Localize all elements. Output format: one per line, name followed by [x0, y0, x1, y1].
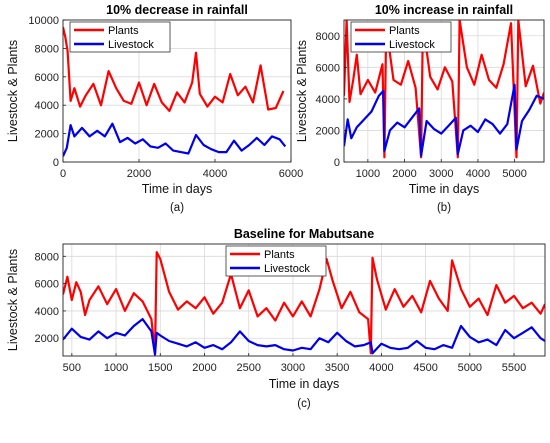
legend-label-livestock: Livestock — [108, 39, 154, 51]
x-tick-label: 2000 — [392, 168, 416, 180]
legend-box — [69, 21, 171, 53]
y-tick-label: 2000 — [35, 129, 59, 141]
legend-label-plants: Plants — [264, 249, 295, 261]
y-tick-label: 4000 — [35, 100, 59, 112]
chart-title: Baseline for Mabutsane — [234, 227, 374, 241]
y-tick-label: 10000 — [28, 15, 59, 27]
legend-label-plants: Plants — [389, 25, 420, 37]
y-tick-label: 6000 — [35, 72, 59, 84]
x-axis-label: Time in days — [269, 377, 339, 391]
x-tick-label: 6000 — [279, 168, 303, 180]
chart-title: 10% increase in rainfall — [375, 3, 513, 17]
y-tick-label: 4000 — [316, 94, 340, 106]
x-tick-label: 2000 — [192, 362, 216, 374]
y-tick-label: 4000 — [35, 306, 59, 318]
chart-title: 10% decrease in rainfall — [106, 3, 248, 17]
x-tick-label: 4000 — [369, 362, 393, 374]
axes-frame — [343, 19, 545, 163]
x-tick-label: 1500 — [148, 362, 172, 374]
axes-frame — [62, 243, 546, 357]
x-tick-label: 3500 — [325, 362, 349, 374]
panel-caption: (a) — [170, 202, 184, 214]
x-tick-label: 3000 — [429, 168, 453, 180]
legend-label-plants: Plants — [108, 25, 139, 37]
axes-frame — [62, 19, 292, 163]
x-tick-label: 500 — [63, 362, 81, 374]
y-tick-label: 2000 — [316, 125, 340, 137]
legend-label-livestock: Livestock — [264, 263, 310, 275]
x-tick-label: 5000 — [502, 168, 526, 180]
series-line-plants — [344, 20, 544, 159]
series-line-livestock — [344, 83, 544, 157]
legend-box — [350, 21, 452, 53]
y-tick-label: 8000 — [35, 43, 59, 55]
x-tick-label: 1000 — [356, 168, 380, 180]
x-tick-label: 1000 — [104, 362, 128, 374]
x-tick-label: 0 — [60, 168, 66, 180]
x-tick-label: 2500 — [236, 362, 260, 374]
legend: Plants Livestock — [225, 245, 327, 277]
chart-panel-3: 500 1000 1500 2000 2500 3000 3500 4000 4500 5000 5… — [6, 227, 546, 410]
legend: Plants Livestock — [69, 21, 171, 53]
chart-panel-1: 0 2000 4000 6000 0 2000 4000 6000 8000 10000 10% d… — [6, 3, 303, 214]
chart-panel-2: 1000 2000 3000 4000 5000 0 2000 4000 6000 8000 10%… — [295, 3, 545, 214]
x-axis-label: Time in days — [142, 182, 212, 196]
legend-label-livestock: Livestock — [389, 39, 435, 51]
panel-caption: (b) — [437, 202, 451, 214]
y-axis-label: Livestock & Plants — [295, 40, 309, 142]
series-line-livestock — [63, 318, 545, 356]
y-tick-label: 0 — [53, 157, 59, 169]
x-tick-label: 3000 — [281, 362, 305, 374]
x-tick-label: 4000 — [203, 168, 227, 180]
series-line-livestock — [63, 122, 287, 157]
x-axis-label: Time in days — [409, 182, 479, 196]
y-tick-label: 8000 — [316, 31, 340, 43]
x-tick-label: 2000 — [127, 168, 151, 180]
y-tick-label: 2000 — [35, 333, 59, 345]
y-axis-label: Livestock & Plants — [6, 40, 20, 142]
y-tick-label: 0 — [334, 157, 340, 169]
x-tick-label: 4000 — [466, 168, 490, 180]
y-axis-label: Livestock & Plants — [6, 249, 20, 351]
x-tick-label: 4500 — [413, 362, 437, 374]
y-tick-label: 6000 — [316, 62, 340, 74]
panel-caption: (c) — [297, 398, 311, 410]
series-line-plants — [63, 251, 545, 355]
y-tick-label: 6000 — [35, 279, 59, 291]
legend-box — [225, 245, 327, 277]
y-tick-label: 8000 — [35, 251, 59, 263]
x-tick-label: 5500 — [502, 362, 526, 374]
legend: Plants Livestock — [350, 21, 452, 53]
x-tick-label: 5000 — [458, 362, 482, 374]
series-line-plants — [63, 26, 285, 112]
